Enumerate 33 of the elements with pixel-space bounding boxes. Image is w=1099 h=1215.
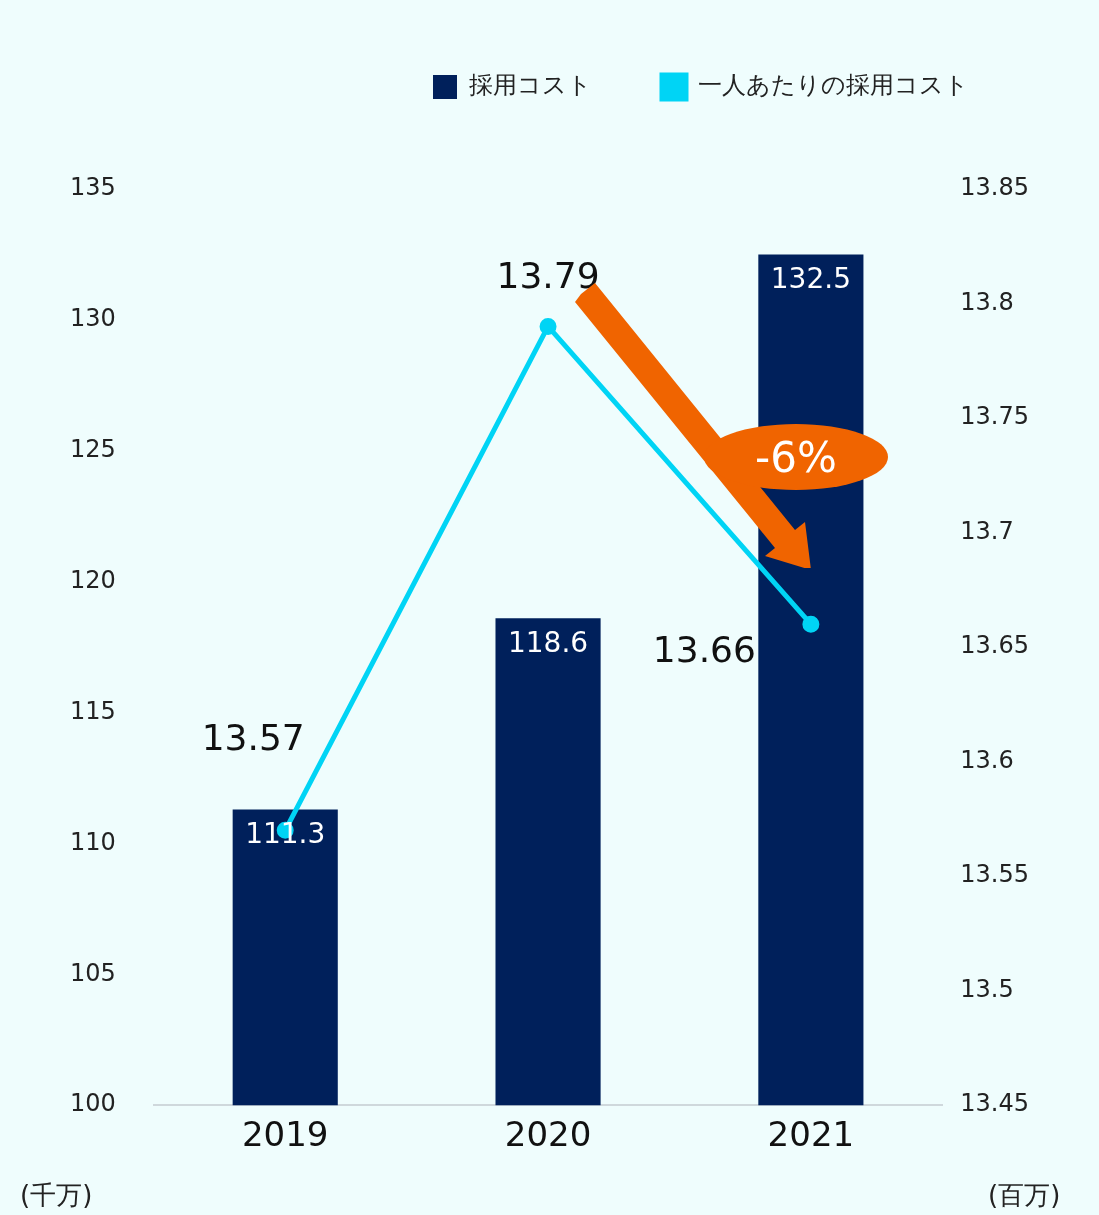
y-tick-label: 115 bbox=[70, 696, 116, 725]
y-axis-title: (千万) bbox=[20, 1179, 93, 1212]
x-tick-label: 2020 bbox=[504, 1114, 592, 1155]
y2-axis-title: (百万) bbox=[988, 1179, 1061, 1212]
data-label: 111.3 bbox=[245, 816, 326, 850]
y-tick-label: 130 bbox=[70, 304, 116, 333]
y-tick-label: 135 bbox=[70, 173, 116, 202]
annotation: -6% bbox=[704, 424, 888, 490]
point bbox=[802, 615, 820, 633]
y-tick-label: 120 bbox=[70, 565, 116, 594]
y2-tick-label: 13.55 bbox=[960, 860, 1030, 889]
data-label: 118.6 bbox=[507, 625, 589, 659]
data-label: 13.66 bbox=[652, 628, 756, 670]
y2-tick-label: 13.45 bbox=[960, 1089, 1030, 1118]
y2-tick-label: 13.75 bbox=[960, 402, 1030, 431]
y2-tick-label: 13.85 bbox=[960, 173, 1030, 202]
data-label: 132.5 bbox=[770, 261, 851, 295]
y-tick-label: 125 bbox=[70, 435, 116, 464]
y-tick-label: 100 bbox=[70, 1089, 116, 1118]
y-tick-label: 105 bbox=[70, 958, 116, 987]
point bbox=[539, 317, 557, 335]
y2-tick-label: 13.6 bbox=[960, 745, 1014, 774]
legend-label: 一人あたりの採用コスト bbox=[698, 71, 969, 100]
y-tick-label: 110 bbox=[70, 827, 116, 856]
y2-tick-label: 13.5 bbox=[960, 974, 1014, 1003]
data-label: 13.79 bbox=[496, 254, 600, 296]
data-label: 13.57 bbox=[201, 716, 305, 758]
x-tick-label: 2019 bbox=[241, 1114, 329, 1155]
x-tick-label: 2021 bbox=[767, 1114, 855, 1155]
legend-label: 採用コスト bbox=[469, 71, 592, 100]
y2-tick-label: 13.8 bbox=[960, 287, 1014, 316]
y2-tick-label: 13.65 bbox=[960, 631, 1030, 660]
y2-tick-label: 13.7 bbox=[960, 516, 1014, 545]
